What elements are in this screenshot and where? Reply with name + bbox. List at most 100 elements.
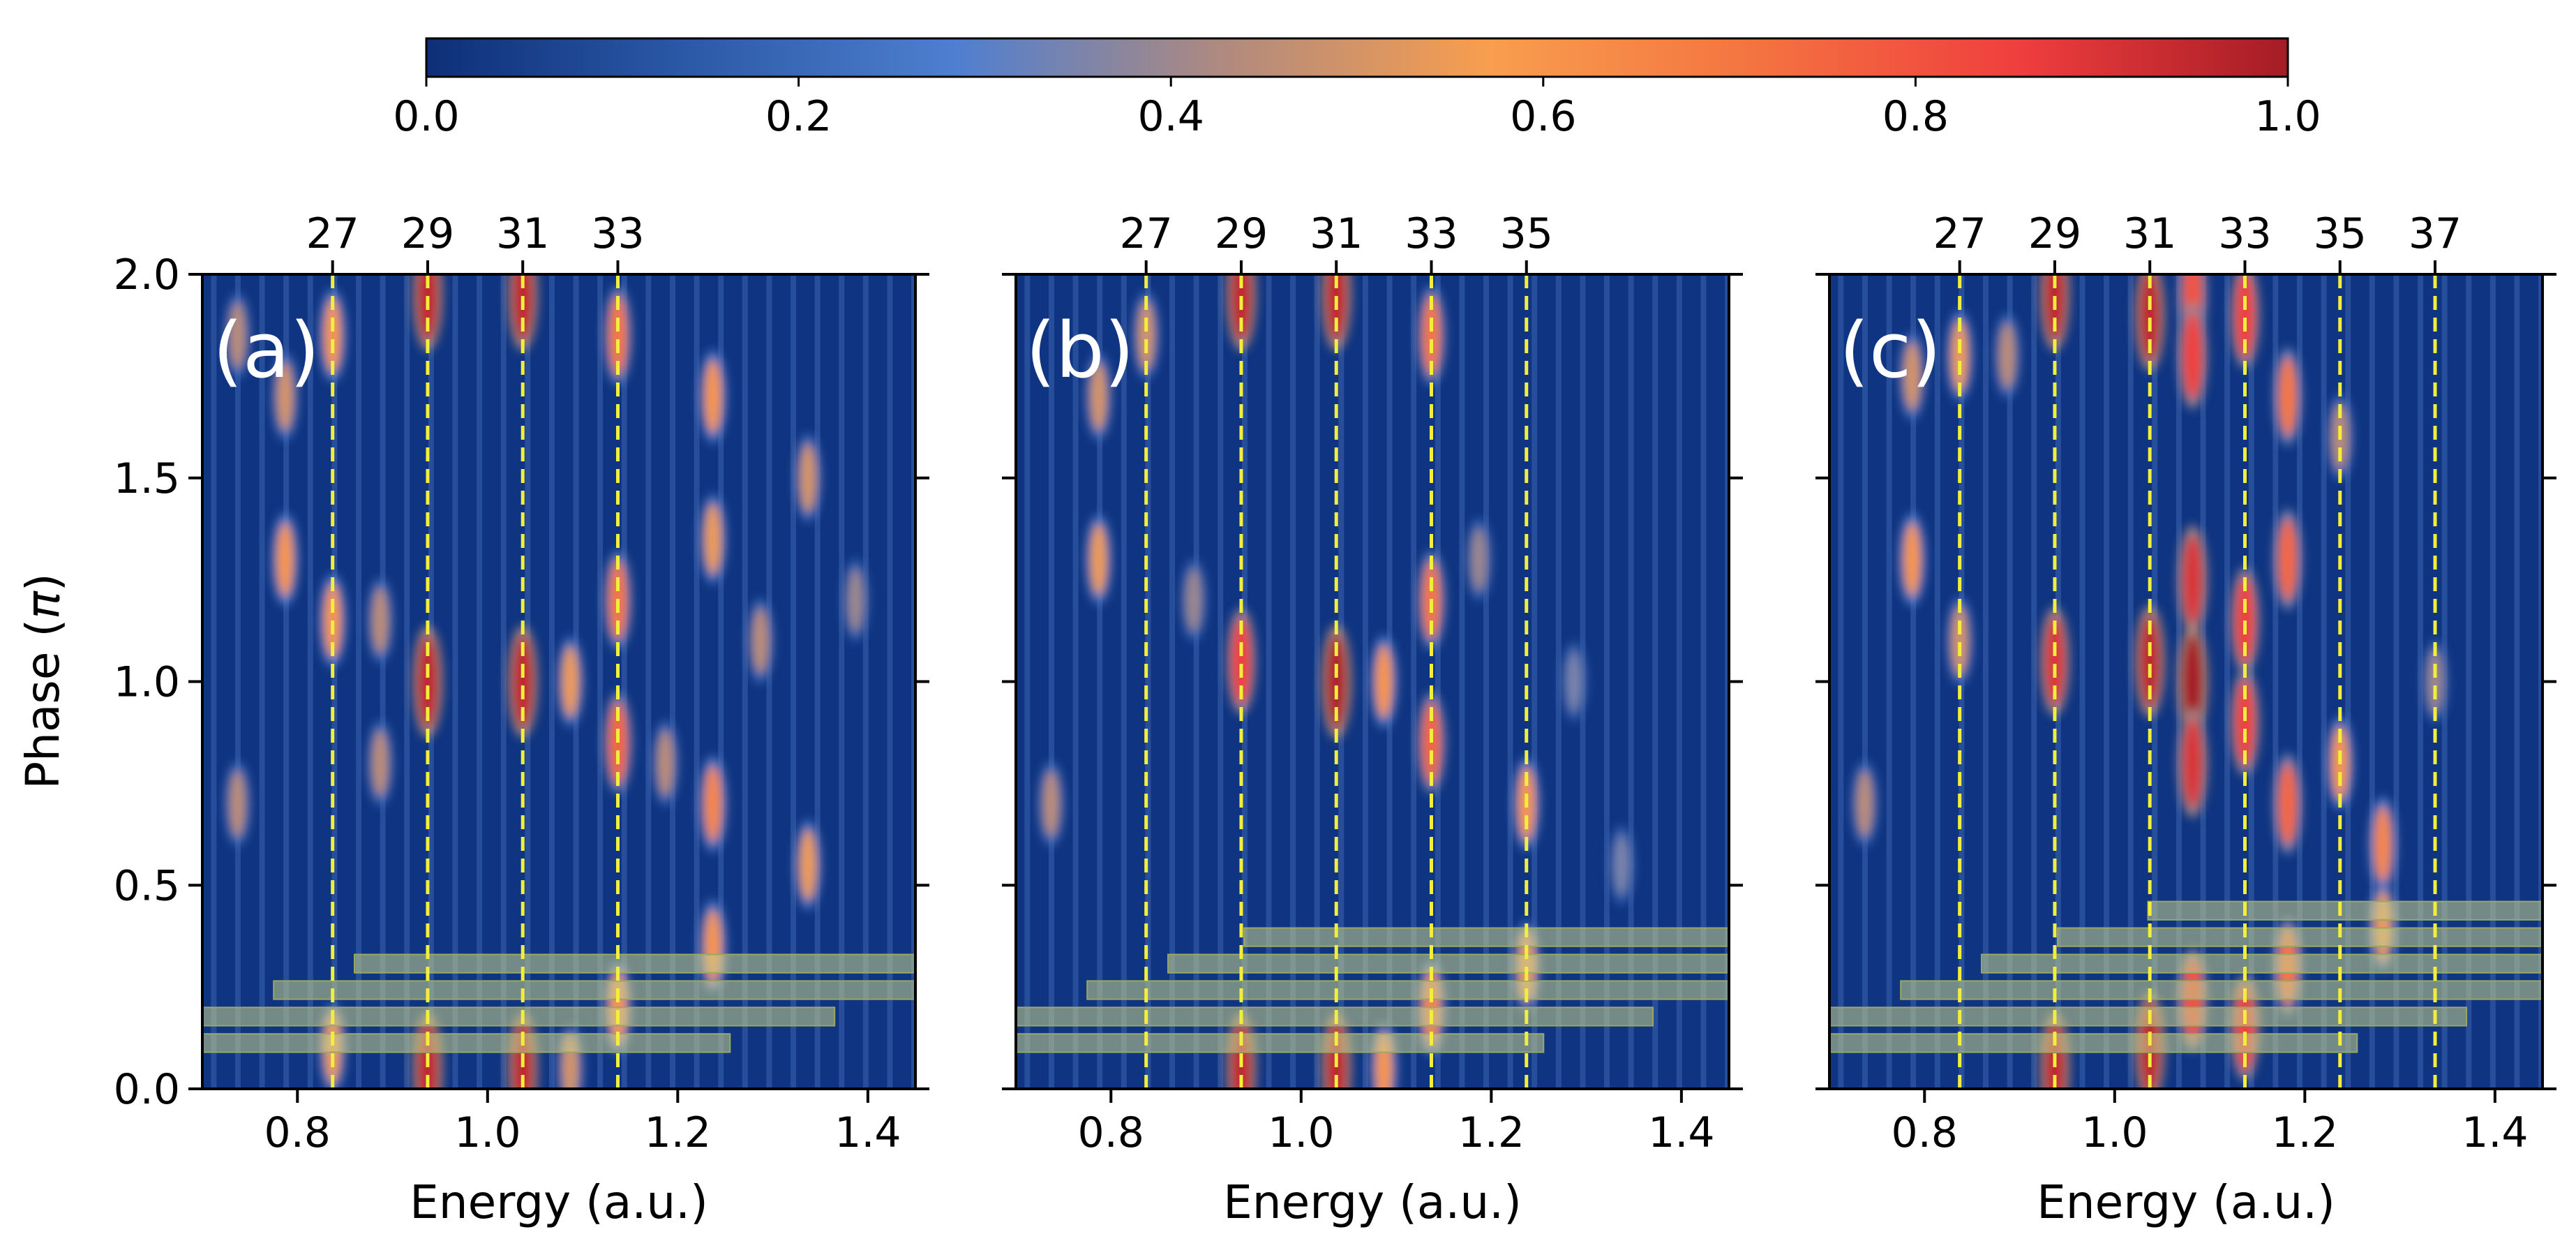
heatmap-stripe [839, 274, 845, 1089]
peak [1903, 341, 1921, 410]
harmonic-order-label: 35 [1500, 209, 1553, 258]
peak [2044, 616, 2065, 706]
y-tick-label: 2.0 [114, 251, 180, 299]
heatmap-stripe [380, 274, 386, 1089]
peak [2374, 806, 2392, 883]
heatmap-stripe [597, 274, 604, 1089]
peak [752, 608, 769, 674]
heatmap-stripe [2538, 274, 2543, 1089]
peak [2427, 650, 2443, 713]
harmonic-order-label: 29 [1215, 209, 1268, 258]
panel-a: 0.8 1.0 1.2 1.40.00.51.01.52.027 29 31 33 (a) … [114, 209, 929, 1229]
heatmap-stripe [742, 274, 748, 1089]
panel-label: (c) [1839, 306, 1941, 395]
peak [657, 730, 674, 796]
heatmap-stripe [2489, 274, 2496, 1089]
peak [1422, 295, 1441, 376]
peak [1231, 618, 1252, 705]
colorbar-tick-label: 0.6 [1510, 92, 1576, 141]
heatmap-stripe [331, 274, 338, 1089]
harmonic-order-label: 33 [1405, 209, 1458, 258]
heatmap-stripe [862, 274, 869, 1089]
x-axis-title: Energy (a.u.) [1223, 1175, 1522, 1229]
peak [704, 359, 722, 433]
peak [2139, 615, 2160, 708]
peak [2182, 634, 2203, 729]
heatmap-stripe [1072, 274, 1079, 1089]
heatmap-stripe [1459, 274, 1465, 1089]
heatmap-stripe [2272, 274, 2279, 1089]
phase-bands [1829, 900, 2543, 1053]
heatmap-stripe [2296, 274, 2302, 1089]
panel-label: (b) [1026, 306, 1135, 395]
heatmap-stripe [2466, 274, 2472, 1089]
harmonic-lines [331, 274, 620, 1089]
phase-band [1167, 953, 1729, 974]
heatmap-stripe [500, 274, 507, 1089]
phase-band [2147, 900, 2543, 921]
heatmap-stripe [2007, 274, 2013, 1089]
heatmap-stripe [2031, 274, 2037, 1089]
peak [1042, 771, 1060, 837]
peak [324, 298, 342, 373]
y-axis-title: Phase (π) [16, 573, 70, 789]
heatmap-stripe [1266, 274, 1272, 1089]
heatmap-stripe [1435, 274, 1441, 1089]
peak [1421, 701, 1441, 784]
heatmap-stripe [766, 274, 772, 1089]
peak [2182, 312, 2203, 399]
heatmap-stripe [356, 274, 362, 1089]
x-tick-label: 1.4 [834, 1108, 901, 1157]
x-tick-label: 1.2 [1458, 1108, 1525, 1157]
heatmap-stripe [1483, 274, 1489, 1089]
panel-label: (a) [213, 306, 320, 395]
peak [229, 771, 246, 837]
y-axis-title-suffix: ) [16, 573, 70, 591]
heatmap-stripe [2418, 274, 2424, 1089]
heatmap-stripe [548, 274, 555, 1089]
y-axis-title-symbol: π [16, 590, 70, 619]
heatmap-stripe [283, 274, 290, 1089]
heatmap-stripe [1532, 274, 1538, 1089]
phase-band [1900, 980, 2543, 1000]
colorbar-tick-label: 1.0 [2254, 92, 2321, 141]
phase-bands [202, 953, 915, 1053]
heatmap-stripe [2345, 274, 2351, 1089]
peak [372, 730, 389, 796]
harmonic-lines [1144, 274, 1529, 1089]
colorbar-tick-label: 0.0 [393, 92, 459, 141]
phase-band [1981, 953, 2543, 974]
heatmap-stripe [1983, 274, 1989, 1089]
heatmap-stripe [1910, 274, 1917, 1089]
heatmap-stripe [621, 274, 627, 1089]
phase-band [1016, 1033, 1545, 1053]
phase-band [1016, 1006, 1654, 1027]
heatmap-stripe [645, 274, 652, 1089]
colorbar: 0.0 0.2 0.4 0.6 0.8 1.0 [393, 37, 2321, 141]
heatmap-stripe [1886, 274, 1892, 1089]
x-tick-label: 0.8 [264, 1108, 331, 1157]
peak [2235, 274, 2255, 359]
heatmap-stripe [2514, 274, 2520, 1089]
harmonic-order-label: 29 [2028, 209, 2081, 258]
heatmap-stripe [2127, 274, 2134, 1089]
peak [608, 295, 627, 376]
phase-bands [1016, 927, 1729, 1053]
heatmap-stripe [1676, 274, 1682, 1089]
y-tick-label: 1.5 [114, 454, 180, 503]
heatmap-stripe [2321, 274, 2327, 1089]
x-tick-label: 1.4 [1648, 1108, 1714, 1157]
phase-band [202, 1033, 731, 1053]
y-tick-label: 1.0 [114, 658, 180, 707]
peak [229, 302, 246, 369]
heatmap-stripe [452, 274, 458, 1089]
heatmap-stripe [1934, 274, 1940, 1089]
colorbar-tick-label: 0.8 [1882, 92, 1949, 141]
peak [1856, 771, 1873, 837]
heatmap-stripe [1169, 274, 1176, 1089]
peak [276, 522, 294, 597]
peak [2278, 357, 2298, 436]
heatmap-stripe [1218, 274, 1224, 1089]
heatmap-stripe [1555, 274, 1562, 1089]
